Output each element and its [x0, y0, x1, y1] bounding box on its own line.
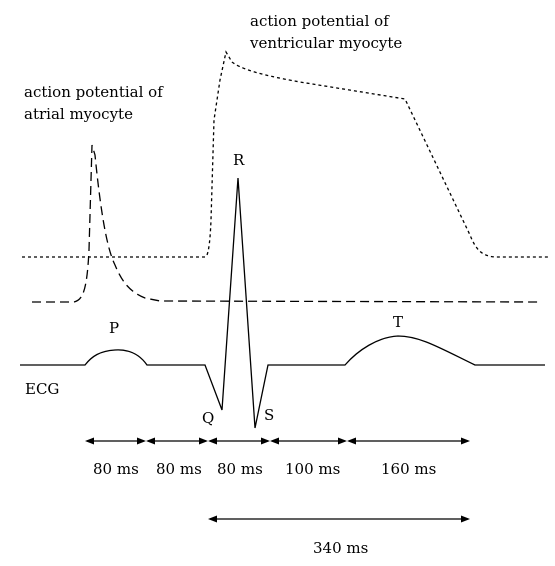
ecg-trace [20, 177, 545, 429]
ecg-label: ECG [25, 380, 59, 398]
qt-arrow [208, 515, 470, 523]
p-wave-label: P [109, 319, 119, 337]
qt-interval-arrow [208, 515, 470, 523]
interval-label: 100 ms [285, 460, 340, 478]
atrial-action-potential-trace [32, 144, 541, 303]
interval-label: 80 ms [156, 460, 202, 478]
pr-segment-arrow [146, 437, 208, 445]
st-segment-arrow [270, 437, 347, 445]
r-wave-label: R [233, 151, 245, 169]
p-wave-duration-arrow [85, 437, 146, 445]
interval-arrows [85, 437, 470, 445]
ventricular-label-line1: action potential of [250, 12, 390, 30]
s-wave-label: S [264, 406, 274, 424]
qt-interval-label: 340 ms [313, 539, 368, 557]
q-wave-label: Q [202, 409, 214, 427]
atrial-label-line2: atrial myocyte [24, 105, 133, 123]
t-wave-duration-arrow [347, 437, 470, 445]
qrs-duration-arrow [208, 437, 270, 445]
ventricular-label-line2: ventricular myocyte [249, 34, 402, 52]
atrial-label-line1: action potential of [24, 83, 164, 101]
t-wave-label: T [393, 313, 403, 331]
interval-label: 160 ms [381, 460, 436, 478]
interval-label: 80 ms [217, 460, 263, 478]
interval-label: 80 ms [93, 460, 139, 478]
